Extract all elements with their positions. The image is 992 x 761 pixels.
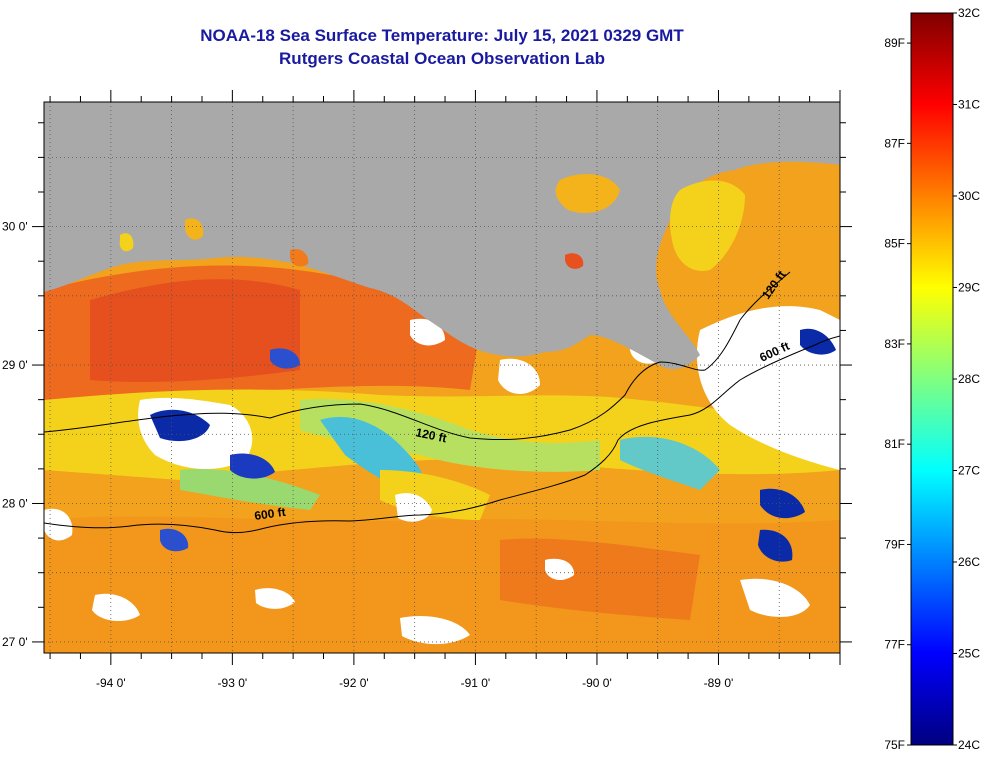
axis-ticks [32,90,852,665]
colorbar-label-c: 28C [958,372,980,386]
cold-blob-6 [270,348,300,369]
colorbar-label-f: 77F [884,638,905,652]
colorbar-label-c: 30C [958,189,980,203]
cold-blob-1 [150,409,210,442]
contour-label-600ft: 600 ft [253,505,286,523]
lat-tick-label: 27 0' [2,635,28,649]
contour-120ft [44,271,791,441]
lat-tick-label: 30 0' [2,220,28,234]
colorbar-label-f: 79F [884,537,905,551]
cloud-8 [410,318,445,346]
map-title: NOAA-18 Sea Surface Temperature: July 15… [200,26,684,45]
cloud-4 [92,593,140,622]
colorbar-fahrenheit-labels: 89F 87F 85F 83F 81F 79F 77F 75F [884,36,905,752]
sst-field [44,102,840,653]
southern-warm-patch [500,538,700,620]
lake-4 [185,218,204,240]
lon-tick-label: -94 0' [96,676,126,690]
lake-2 [565,253,584,269]
green-transition [300,399,600,472]
lake-3 [119,233,134,252]
map-grid [44,102,840,653]
cold-blob-7 [160,528,189,552]
cold-blob-3 [760,488,805,519]
cloud-6 [255,588,295,609]
land-area [44,102,840,370]
colorbar-label-c: 32C [958,6,980,20]
cold-blob-5 [800,328,836,355]
lake-1 [555,174,620,214]
map-subtitle: Rutgers Coastal Ocean Observation Lab [279,49,605,68]
map-frame [43,101,841,654]
colorbar-celsius-labels: 32C 31C 30C 29C 28C 27C 26C 25C 24C [958,6,980,752]
colorbar-label-f: 75F [884,738,905,752]
lon-tick-label: -89 0' [704,676,734,690]
contour-600ft [44,335,840,534]
colorbar-label-f: 87F [884,136,905,150]
colorbar-label-f: 85F [884,237,905,251]
lon-tick-label: -92 0' [339,676,369,690]
lon-axis-labels: -94 0' -93 0' -92 0' -91 0' -90 0' -89 0' [96,676,733,690]
colorbar-label-c: 25C [958,647,980,661]
marsh-area [670,180,745,271]
colorbar [910,12,954,746]
cool-streak-2 [620,436,720,490]
lat-tick-label: 28 0' [2,496,28,510]
colorbar-ticks [907,12,957,746]
lat-tick-label: 29 0' [2,358,28,372]
colorbar-label-f: 89F [884,36,905,50]
cloud-7 [498,358,540,395]
colorbar-label-c: 24C [958,738,980,752]
cool-streak-3 [180,469,320,510]
cloud-3 [740,578,810,617]
colorbar-label-c: 31C [958,98,980,112]
colorbar-label-f: 81F [884,437,905,451]
lon-tick-label: -91 0' [461,676,491,690]
cold-blob-2 [230,453,275,479]
lat-axis-labels: 27 0' 28 0' 29 0' 30 0' [2,220,28,649]
colorbar-label-f: 83F [884,337,905,351]
colorbar-label-c: 27C [958,464,980,478]
lake-5 [290,248,309,267]
contour-label-120ft: 120 ft [414,425,448,445]
hot-core-region [90,279,300,382]
colorbar-label-c: 29C [958,281,980,295]
lon-tick-label: -90 0' [582,676,612,690]
cloud-11 [545,558,575,581]
cloud-5 [400,615,470,645]
cold-blob-4 [758,529,793,562]
lon-tick-label: -93 0' [218,676,248,690]
colorbar-label-c: 26C [958,555,980,569]
